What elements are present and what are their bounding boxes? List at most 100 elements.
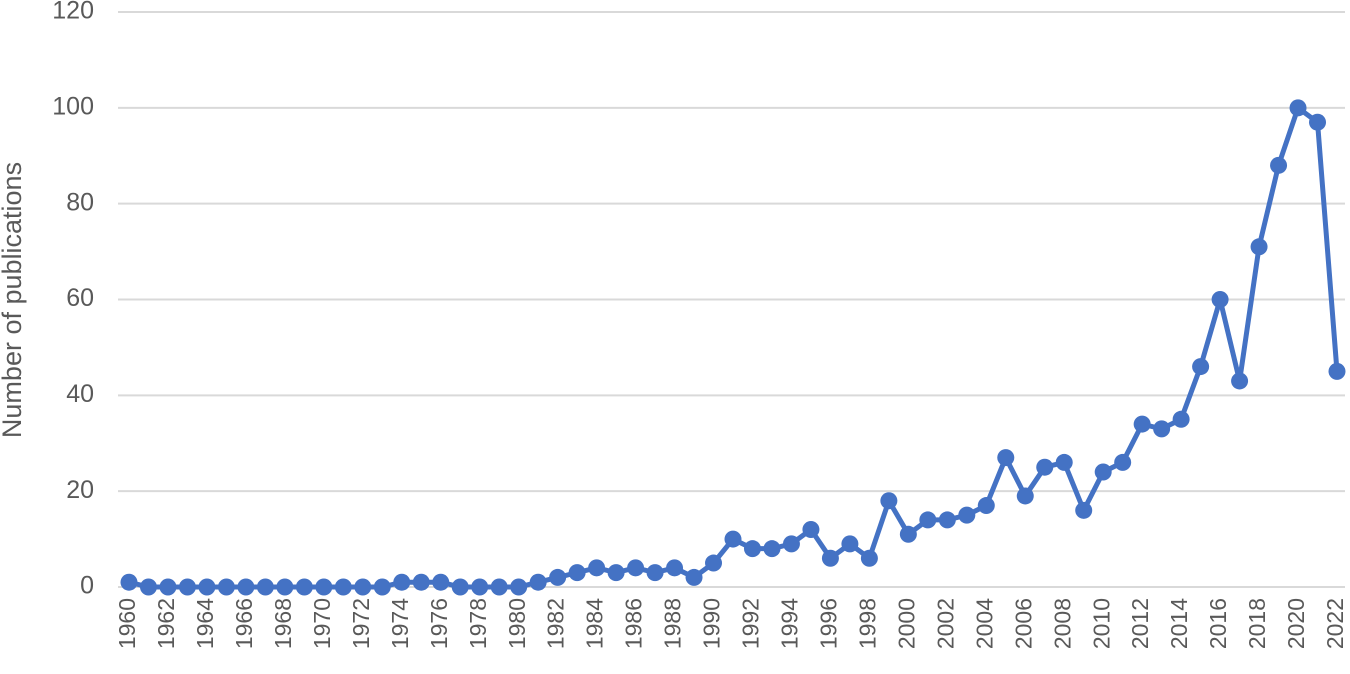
x-tick-label: 2018 (1244, 598, 1270, 649)
x-tick-label: 1972 (348, 598, 374, 649)
x-tick-label: 2010 (1088, 598, 1114, 649)
data-point (1016, 487, 1034, 505)
data-point (217, 578, 235, 596)
x-tick-label: 1984 (582, 598, 608, 649)
y-tick-label: 80 (66, 188, 94, 216)
data-point (1055, 453, 1073, 471)
data-point (510, 578, 528, 596)
data-point (256, 578, 274, 596)
data-point (295, 578, 313, 596)
data-point (1192, 358, 1210, 376)
data-point (938, 511, 956, 529)
data-point (607, 564, 625, 582)
data-point (1114, 453, 1132, 471)
x-tick-label: 1974 (387, 598, 413, 649)
data-point (393, 573, 411, 591)
y-tick-label: 60 (66, 284, 94, 312)
x-tick-label: 1976 (426, 598, 452, 649)
data-point (490, 578, 508, 596)
data-point (354, 578, 372, 596)
data-point (549, 568, 567, 586)
data-point (1094, 463, 1112, 481)
data-point (432, 573, 450, 591)
data-point (782, 535, 800, 553)
x-tick-label: 1966 (231, 598, 257, 649)
x-tick-label: 1970 (309, 598, 335, 649)
data-point (1250, 238, 1268, 256)
x-tick-label: 1998 (854, 598, 880, 649)
data-point (1231, 372, 1249, 390)
y-tick-label: 120 (52, 0, 94, 25)
data-point (159, 578, 177, 596)
data-point (529, 573, 547, 591)
data-point (860, 549, 878, 567)
x-tick-label: 2020 (1283, 598, 1309, 649)
data-point (899, 525, 917, 543)
x-tick-label: 1994 (777, 598, 803, 649)
data-point (919, 511, 937, 529)
x-tick-label: 2014 (1166, 598, 1192, 649)
data-point (802, 521, 820, 538)
data-point (627, 559, 645, 577)
data-point (1270, 156, 1288, 174)
data-point (471, 578, 489, 596)
x-tick-label: 1986 (621, 598, 647, 649)
x-tick-label: 2008 (1049, 598, 1075, 649)
data-point (1133, 415, 1151, 433)
x-tick-label: 2002 (932, 598, 958, 649)
data-point (685, 568, 703, 586)
data-point (412, 573, 430, 591)
data-point (977, 497, 995, 515)
x-tick-label: 1964 (192, 598, 218, 649)
x-tick-label: 2004 (971, 598, 997, 649)
data-point (120, 573, 138, 591)
data-point (334, 578, 352, 596)
x-tick-label: 2012 (1127, 598, 1153, 649)
x-tick-label: 1992 (738, 598, 764, 649)
data-point (763, 540, 781, 558)
y-tick-label: 0 (80, 572, 94, 600)
x-tick-label: 1988 (660, 598, 686, 649)
data-point (1153, 420, 1171, 438)
data-point (821, 549, 839, 567)
data-point (588, 559, 606, 577)
data-point (1036, 458, 1054, 476)
data-point (724, 530, 742, 548)
y-tick-label: 20 (66, 476, 94, 504)
x-tick-label: 1996 (815, 598, 841, 649)
y-tick-label: 100 (52, 92, 94, 120)
data-line (128, 105, 1340, 590)
x-tick-label: 1968 (270, 598, 296, 649)
data-point (1289, 99, 1307, 117)
y-axis-title: Number of publications (0, 162, 27, 438)
data-point (841, 535, 859, 553)
data-point (1211, 291, 1229, 308)
data-point (1328, 362, 1346, 380)
x-tick-label: 2016 (1205, 598, 1231, 649)
x-tick-label: 1978 (465, 598, 491, 649)
data-point (997, 449, 1015, 467)
data-point (568, 564, 586, 582)
data-point (276, 578, 294, 596)
data-point (1172, 410, 1190, 428)
x-tick-label: 2006 (1010, 598, 1036, 649)
data-point (139, 578, 157, 596)
y-tick-label: 40 (66, 380, 94, 408)
x-tick-label: 1960 (114, 598, 140, 649)
data-point (1309, 113, 1327, 131)
data-point (646, 564, 664, 582)
x-tick-label: 1962 (153, 598, 179, 649)
data-point (958, 506, 976, 524)
data-point (705, 554, 723, 572)
data-point (373, 578, 391, 596)
x-tick-label: 1990 (699, 598, 725, 649)
x-tick-label: 1982 (543, 598, 569, 649)
x-tick-label: 1980 (504, 598, 530, 649)
data-point (178, 578, 196, 596)
data-point (198, 578, 216, 596)
data-point (451, 578, 469, 596)
data-point (237, 578, 255, 596)
data-point (880, 492, 898, 510)
data-point (666, 559, 684, 577)
